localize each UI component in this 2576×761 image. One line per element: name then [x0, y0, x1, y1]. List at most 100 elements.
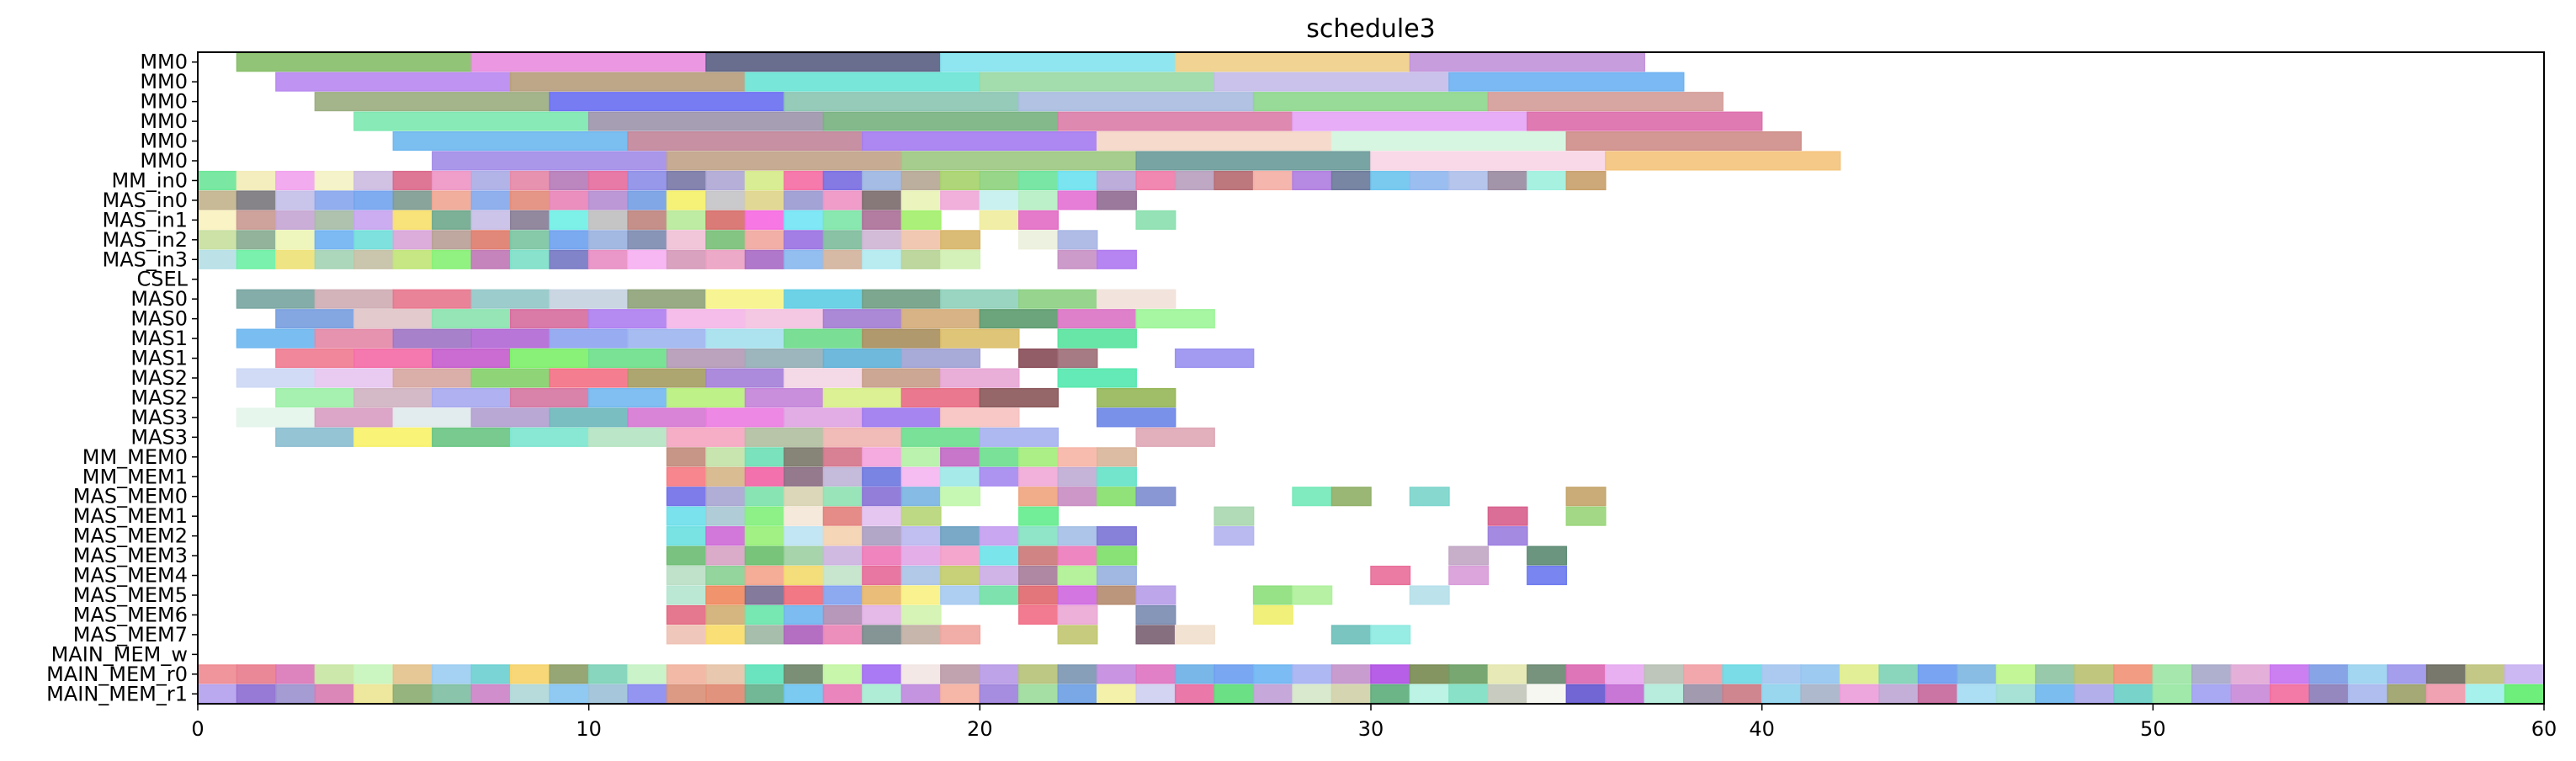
y-tick-label-19: MAS3 [130, 425, 188, 449]
gantt-bar-row16-7 [783, 368, 863, 388]
gantt-bar-row32-6 [432, 684, 473, 704]
gantt-bar-row22-3 [783, 487, 825, 507]
gantt-bar-row10-21 [1096, 249, 1137, 269]
gantt-bar-row7-16 [822, 190, 863, 210]
gantt-bar-row6-20 [979, 170, 1020, 190]
gantt-bar-row4-2 [862, 131, 1098, 152]
gantt-bar-row7-0 [197, 190, 238, 210]
gantt-bar-row31-11 [627, 664, 668, 684]
gantt-bar-row31-28 [1292, 664, 1333, 684]
gantt-bar-row32-12 [666, 684, 707, 704]
gantt-bar-row9-8 [509, 230, 550, 250]
gantt-bar-row7-23 [1096, 190, 1137, 210]
gantt-bar-row32-23 [1096, 684, 1137, 704]
gantt-bar-row31-56 [2387, 664, 2428, 684]
y-tick-label-16: MAS2 [130, 366, 188, 390]
gantt-bar-row14-6 [705, 328, 785, 349]
gantt-bar-row32-18 [900, 684, 942, 704]
gantt-bar-row31-33 [1487, 664, 1528, 684]
gantt-bar-row12-2 [392, 289, 473, 309]
gantt-bar-row6-29 [1330, 170, 1372, 190]
gantt-bar-row32-4 [353, 684, 395, 704]
gantt-bar-row24-5 [862, 526, 903, 546]
gantt-bar-row28-3 [783, 604, 825, 625]
gantt-bar-row8-7 [470, 210, 512, 230]
gantt-bar-row8-0 [197, 210, 238, 230]
gantt-bar-row32-54 [2308, 684, 2350, 704]
gantt-bar-row26-7 [940, 566, 981, 586]
gantt-bar-row10-10 [587, 249, 629, 269]
gantt-bar-row7-11 [627, 190, 668, 210]
gantt-bar-row31-22 [1057, 664, 1098, 684]
gantt-bar-row31-17 [862, 664, 903, 684]
y-axis: MM0MM0MM0MM0MM0MM0MM_in0MAS_in0MAS_in1MA… [46, 51, 198, 705]
y-tick-label-5: MM0 [140, 149, 188, 173]
gantt-bar-row16-3 [470, 368, 550, 388]
gantt-bar-row31-39 [1722, 664, 1763, 684]
gantt-bar-row8-10 [587, 210, 629, 230]
gantt-bar-row31-55 [2347, 664, 2388, 684]
gantt-bar-row32-25 [1174, 684, 1215, 704]
gantt-bar-row16-2 [392, 368, 473, 388]
gantt-bar-row27-6 [900, 585, 942, 605]
gantt-bar-row15-7 [822, 349, 903, 369]
gantt-bar-row17-10 [1096, 387, 1176, 408]
gantt-bar-row24-12 [1214, 526, 1255, 546]
gantt-bar-row2-4 [1252, 92, 1490, 112]
gantt-bar-row23-6 [900, 506, 942, 526]
gantt-bar-row31-5 [392, 664, 433, 684]
y-tick-label-8: MAS_in1 [102, 208, 188, 231]
gantt-bar-row25-7 [940, 545, 981, 566]
gantt-bar-row8-6 [432, 210, 473, 230]
gantt-bar-row14-3 [470, 328, 550, 349]
gantt-bar-row32-7 [470, 684, 512, 704]
gantt-bar-row32-57 [2425, 684, 2467, 704]
gantt-bar-row18-8 [862, 407, 942, 428]
gantt-bar-row18-4 [549, 407, 629, 428]
gantt-bar-row28-0 [666, 604, 707, 625]
gantt-bar-row32-5 [392, 684, 433, 704]
gantt-bar-row7-8 [509, 190, 550, 210]
gantt-bar-row5-0 [432, 151, 668, 171]
gantt-bar-row32-11 [627, 684, 668, 704]
gantt-bar-row8-18 [900, 210, 942, 230]
y-tick-label-10: MAS_in3 [102, 247, 188, 271]
y-tick-label-17: MAS2 [130, 386, 188, 409]
gantt-bar-row1-0 [275, 72, 512, 92]
gantt-bar-row32-29 [1330, 684, 1372, 704]
gantt-bar-row5-5 [1605, 151, 1841, 171]
gantt-bar-row31-16 [822, 664, 863, 684]
gantt-bar-row12-0 [236, 289, 316, 309]
gantt-bar-row14-1 [314, 328, 395, 349]
gantt-bar-row32-3 [314, 684, 355, 704]
gantt-bar-row32-46 [1995, 684, 2037, 704]
gantt-bar-row17-8 [900, 387, 981, 408]
gantt-bar-row32-43 [1878, 684, 1920, 704]
gantt-bar-row6-12 [666, 170, 707, 190]
gantt-bar-row25-11 [1096, 545, 1137, 566]
gantt-bar-row15-3 [509, 349, 590, 369]
gantt-bar-row31-29 [1330, 664, 1372, 684]
gantt-bar-row32-59 [2504, 684, 2545, 704]
gantt-bar-row2-3 [1018, 92, 1255, 112]
gantt-bar-row9-4 [353, 230, 395, 250]
gantt-bar-row28-6 [900, 604, 942, 625]
gantt-bar-row32-14 [744, 684, 785, 704]
gantt-bar-row25-12 [1448, 545, 1490, 566]
gantt-bar-row26-4 [822, 566, 863, 586]
y-tick-label-13: MAS0 [130, 307, 188, 331]
gantt-bar-row15-9 [1018, 349, 1060, 369]
gantt-bar-row7-14 [744, 190, 785, 210]
x-tick-label-3: 30 [1358, 717, 1384, 741]
gantt-bar-row6-19 [940, 170, 981, 190]
gantt-bar-row14-9 [940, 328, 1020, 349]
gantt-bar-row32-37 [1644, 684, 1685, 704]
gantt-bar-row31-58 [2465, 664, 2506, 684]
gantt-bar-row31-48 [2074, 664, 2115, 684]
gantt-bar-row7-2 [275, 190, 316, 210]
gantt-bar-row8-1 [236, 210, 277, 230]
gantt-bar-row32-10 [587, 684, 629, 704]
gantt-bar-row31-59 [2504, 664, 2545, 684]
gantt-bar-row6-4 [353, 170, 395, 190]
gantt-bar-row23-0 [666, 506, 707, 526]
